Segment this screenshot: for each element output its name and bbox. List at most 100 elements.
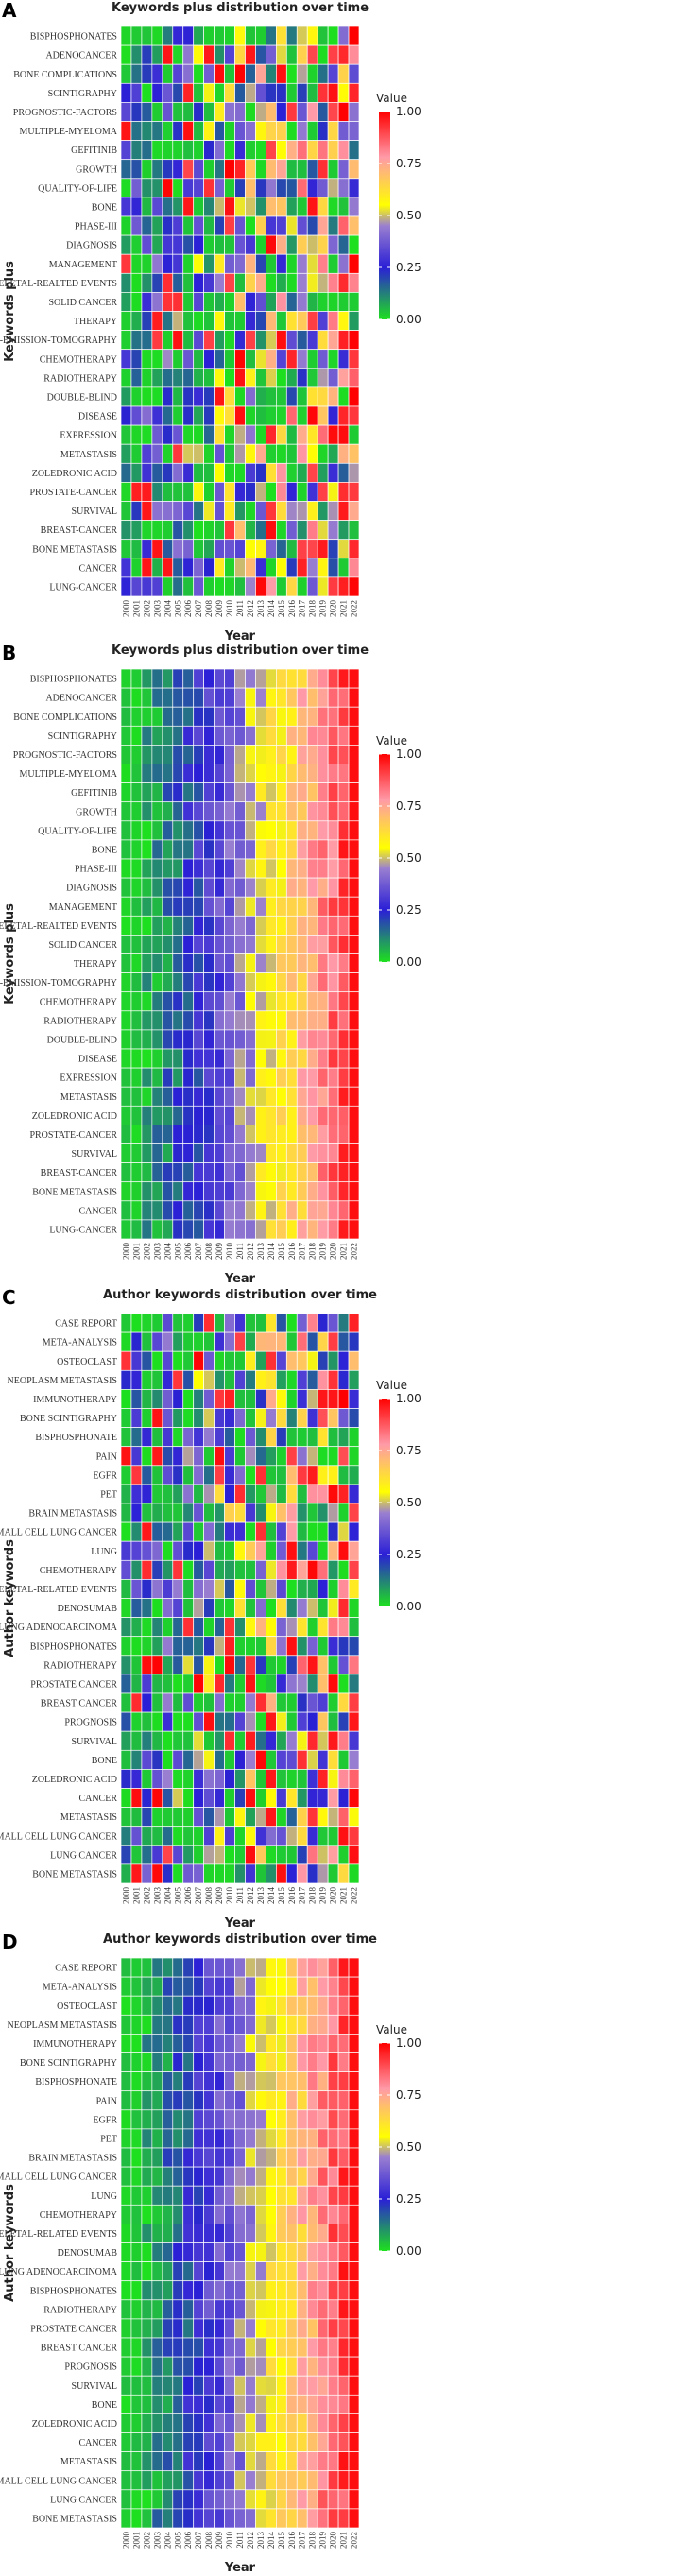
heatmap-cell bbox=[130, 1465, 143, 1485]
row-label: RADIOTHERAPY bbox=[43, 2305, 117, 2315]
heatmap-cell bbox=[245, 935, 256, 954]
heatmap-cell bbox=[182, 1067, 195, 1088]
row-label: NEOPLASM METASTASIS bbox=[8, 2020, 117, 2031]
heatmap-cell bbox=[348, 26, 360, 46]
row-label: RADIOTHERAPY bbox=[43, 1016, 117, 1026]
heatmap-cell bbox=[162, 896, 174, 917]
heatmap-cell bbox=[162, 1503, 174, 1523]
heatmap-cell bbox=[317, 687, 329, 708]
heatmap-cell bbox=[327, 1617, 339, 1638]
heatmap-cell bbox=[337, 2224, 350, 2243]
heatmap-cell bbox=[130, 386, 143, 407]
heatmap-cell bbox=[234, 2489, 246, 2510]
heatmap-cell bbox=[162, 2242, 174, 2262]
column-label: 2000 bbox=[121, 1887, 130, 1905]
heatmap-cell bbox=[193, 1010, 205, 1031]
heatmap-cell bbox=[285, 368, 298, 388]
row-label: BISPHOSPHONATE bbox=[35, 1433, 117, 1443]
heatmap-cell bbox=[130, 1976, 143, 1997]
heatmap-cell bbox=[306, 1692, 318, 1713]
heatmap-cell bbox=[162, 234, 174, 255]
heatmap-cell bbox=[317, 501, 329, 521]
column-label: 2017 bbox=[298, 1243, 307, 1261]
heatmap-cell bbox=[306, 1807, 318, 1828]
heatmap-cell bbox=[182, 368, 195, 388]
heatmap-cell bbox=[266, 953, 277, 973]
heatmap-cell bbox=[327, 801, 339, 822]
heatmap-cell bbox=[234, 1010, 246, 1031]
heatmap-cell bbox=[193, 1465, 205, 1485]
heatmap-cell bbox=[266, 2014, 277, 2035]
heatmap-cell bbox=[245, 1350, 256, 1371]
row-label: BISPHOSPHONATE bbox=[35, 2077, 117, 2087]
heatmap-cell bbox=[337, 1636, 350, 1657]
heatmap-cell bbox=[234, 1559, 246, 1580]
heatmap-cell bbox=[172, 1219, 184, 1240]
heatmap-cell bbox=[327, 1313, 339, 1333]
heatmap-cell bbox=[162, 1143, 174, 1163]
heatmap-cell bbox=[276, 1674, 287, 1694]
heatmap-cell bbox=[327, 687, 339, 708]
heatmap-cell bbox=[193, 2432, 205, 2452]
heatmap-cell bbox=[285, 2090, 298, 2111]
heatmap-cell bbox=[245, 1521, 256, 1542]
heatmap-cell bbox=[193, 1559, 205, 1580]
heatmap-cell bbox=[203, 2014, 215, 2035]
heatmap-cell bbox=[151, 1995, 163, 2016]
heatmap-cell bbox=[151, 1162, 163, 1183]
heatmap-cell bbox=[182, 2356, 195, 2377]
heatmap-cell bbox=[276, 520, 287, 541]
heatmap-cell bbox=[296, 2508, 308, 2529]
heatmap-cell bbox=[285, 2034, 298, 2053]
heatmap-cell bbox=[285, 178, 298, 198]
heatmap-cell bbox=[224, 2318, 235, 2339]
heatmap-cell bbox=[348, 1369, 360, 1390]
heatmap-cell bbox=[193, 2071, 205, 2092]
heatmap-cell bbox=[214, 935, 225, 954]
column-label: 2019 bbox=[318, 2532, 328, 2550]
heatmap-cell bbox=[172, 26, 184, 46]
heatmap-cell bbox=[182, 2242, 195, 2262]
heatmap-cell bbox=[214, 991, 225, 1012]
heatmap-cell bbox=[162, 1559, 174, 1580]
heatmap-cell bbox=[306, 2299, 318, 2320]
heatmap-cell bbox=[317, 2166, 329, 2187]
heatmap-cell bbox=[172, 1863, 184, 1884]
heatmap-cell bbox=[130, 1029, 143, 1050]
heatmap-cell bbox=[224, 1181, 235, 1202]
heatmap-cell bbox=[348, 1826, 360, 1846]
heatmap-cell bbox=[182, 2432, 195, 2452]
heatmap-cell bbox=[285, 745, 298, 764]
row-label: BRAIN METASTASIS bbox=[28, 1509, 117, 1520]
heatmap-cell bbox=[296, 1331, 308, 1352]
heatmap-cell bbox=[296, 1521, 308, 1542]
heatmap-cell bbox=[224, 1769, 235, 1789]
heatmap-cell bbox=[296, 2356, 308, 2377]
heatmap-cell bbox=[214, 349, 225, 369]
heatmap-cell bbox=[327, 1636, 339, 1657]
column-label: 2021 bbox=[339, 1243, 349, 1260]
heatmap-cell bbox=[245, 405, 256, 426]
heatmap-cell bbox=[151, 2318, 163, 2339]
heatmap-cell bbox=[317, 1484, 329, 1504]
heatmap-cell bbox=[120, 1313, 132, 1333]
heatmap-cell bbox=[348, 1807, 360, 1828]
heatmap-cell bbox=[306, 576, 318, 597]
heatmap-cell bbox=[337, 2052, 350, 2072]
heatmap-cell bbox=[162, 2356, 174, 2377]
heatmap-cell bbox=[327, 2508, 339, 2529]
heatmap-cell bbox=[327, 1692, 339, 1713]
heatmap-cell bbox=[306, 1976, 318, 1997]
heatmap-cell bbox=[285, 687, 298, 708]
heatmap-cell bbox=[141, 1617, 153, 1638]
row-label: ADENOCANCER bbox=[45, 694, 117, 704]
heatmap-cell bbox=[296, 2166, 308, 2187]
heatmap-cell bbox=[182, 424, 195, 445]
heatmap-cell bbox=[327, 1788, 339, 1808]
heatmap-cell bbox=[214, 2147, 225, 2168]
heatmap-cell bbox=[296, 2071, 308, 2092]
heatmap-cell bbox=[337, 2014, 350, 2035]
heatmap-cell bbox=[317, 1976, 329, 1997]
heatmap-cell bbox=[214, 197, 225, 217]
heatmap-cell bbox=[266, 2299, 277, 2320]
